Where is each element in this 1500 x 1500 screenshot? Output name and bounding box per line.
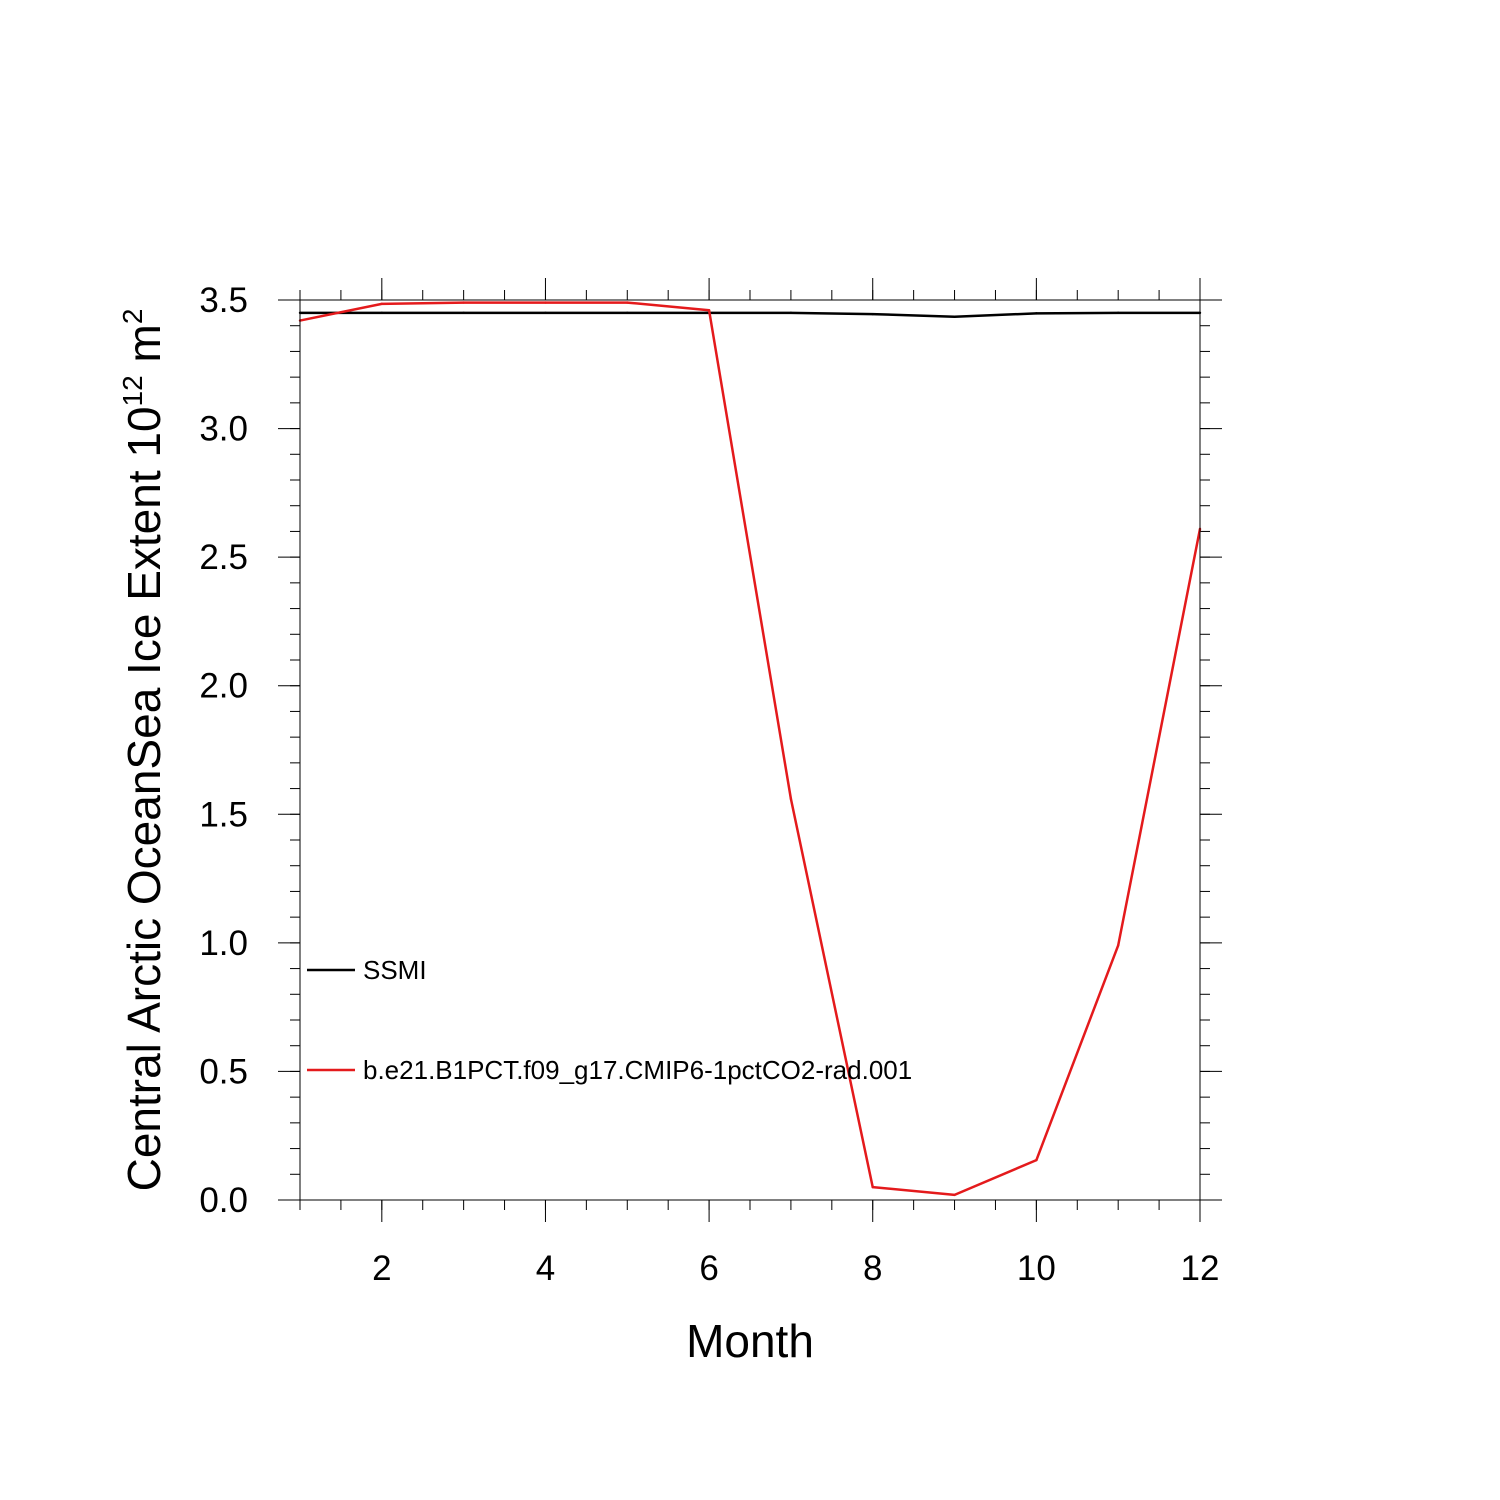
data-point bbox=[1116, 944, 1120, 947]
legend: SSMI b.e21.B1PCT.f09_g17.CMIP6-1pctCO2-ra… bbox=[307, 955, 912, 1085]
x-tick-label: 2 bbox=[372, 1249, 391, 1288]
data-point bbox=[871, 312, 874, 316]
y-tick-label: 3.0 bbox=[199, 410, 248, 449]
series-2 bbox=[298, 301, 1202, 1197]
x-tick-label: 6 bbox=[699, 1249, 718, 1288]
data-point bbox=[953, 1193, 956, 1197]
legend-label: SSMI bbox=[363, 955, 427, 985]
data-point bbox=[789, 797, 793, 801]
x-tick-label: 10 bbox=[1017, 1249, 1056, 1288]
x-axis-title: Month bbox=[686, 1315, 814, 1367]
major-ticks bbox=[278, 278, 1222, 1222]
plot-frame bbox=[299, 299, 1201, 1201]
y-axis-title-exponent: 12 bbox=[117, 375, 148, 406]
y-axis-title-unit: m bbox=[118, 324, 170, 375]
data-point bbox=[380, 302, 384, 306]
legend-label: b.e21.B1PCT.f09_g17.CMIP6-1pctCO2-rad.00… bbox=[363, 1055, 912, 1085]
legend-item: SSMI bbox=[307, 955, 427, 985]
x-tick-label: 4 bbox=[536, 1249, 555, 1288]
x-tick-labels: 2 4 6 8 10 12 bbox=[372, 1249, 1219, 1288]
data-point bbox=[544, 311, 547, 315]
data-point bbox=[871, 1185, 874, 1189]
y-axis-title-unit-exponent: 2 bbox=[117, 309, 148, 325]
y-tick-label: 2.0 bbox=[199, 667, 248, 706]
data-point bbox=[626, 301, 629, 304]
y-tick-label: 0.5 bbox=[199, 1052, 248, 1091]
data-point bbox=[953, 315, 956, 318]
data-point bbox=[707, 309, 711, 312]
data-point bbox=[626, 311, 629, 315]
data-point bbox=[789, 311, 793, 315]
y-tick-label: 3.5 bbox=[199, 281, 248, 320]
data-point bbox=[380, 311, 384, 315]
series-line bbox=[300, 311, 1200, 318]
series-line bbox=[299, 301, 1202, 1197]
data-point bbox=[544, 301, 547, 304]
legend-item: b.e21.B1PCT.f09_g17.CMIP6-1pctCO2-rad.00… bbox=[307, 1055, 912, 1085]
x-tick-label: 12 bbox=[1181, 1249, 1220, 1288]
y-tick-labels: 0.0 0.5 1.0 1.5 2.0 2.5 3.0 3.5 bbox=[199, 281, 248, 1220]
y-tick-label: 2.5 bbox=[199, 538, 248, 577]
data-point bbox=[1035, 312, 1038, 315]
data-point bbox=[462, 301, 465, 304]
y-tick-label: 0.0 bbox=[199, 1181, 248, 1220]
y-axis-title-main: Central Arctic OceanSea Ice Extent 10 bbox=[118, 406, 170, 1191]
y-axis-title: Central Arctic OceanSea Ice Extent 1012 … bbox=[117, 309, 170, 1192]
data-point bbox=[1035, 1158, 1038, 1162]
series-1 bbox=[298, 311, 1202, 318]
series-lines bbox=[298, 301, 1202, 1197]
y-tick-label: 1.0 bbox=[199, 924, 248, 963]
x-tick-label: 8 bbox=[863, 1249, 882, 1288]
data-point bbox=[1116, 311, 1120, 315]
y-tick-label: 1.5 bbox=[199, 795, 248, 834]
data-point bbox=[462, 311, 465, 315]
